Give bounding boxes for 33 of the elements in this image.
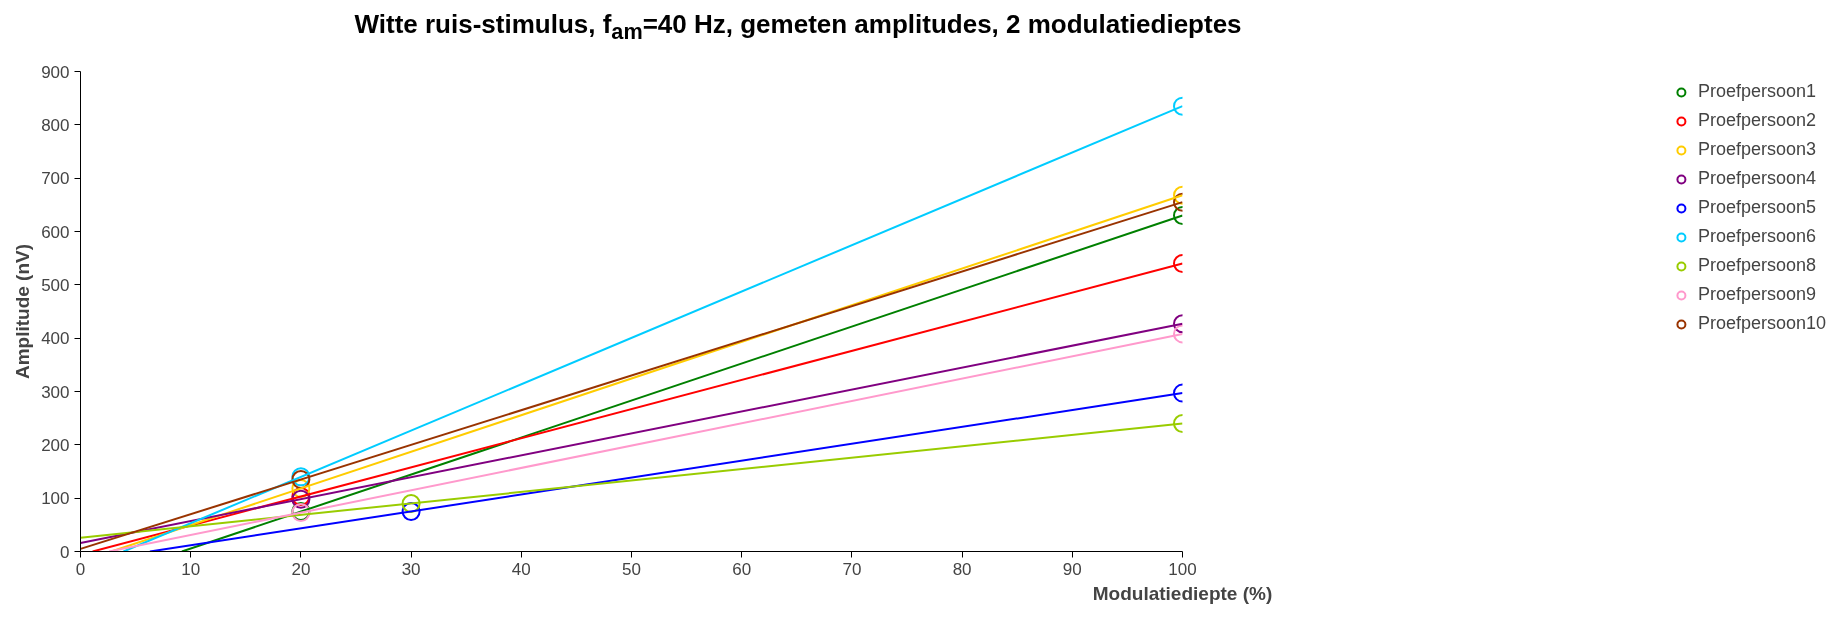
y-tick-label: 400 <box>41 329 70 349</box>
x-tick-label: 0 <box>75 559 86 579</box>
x-tick-label: 40 <box>511 559 531 579</box>
x-tick-label: 50 <box>622 559 641 579</box>
y-tick-label: 700 <box>41 169 70 189</box>
chart-title: Witte ruis-stimulus, f$_{am}$=40 Hz, gemeten amplitudes, 2 modulatiedieptes <box>354 8 1242 47</box>
x-tick-label: 20 <box>291 559 311 579</box>
y-tick-label: 300 <box>41 382 70 402</box>
y-tick-label: 900 <box>41 62 70 82</box>
x-tick-label: 70 <box>842 559 862 579</box>
legend-label: Proefpersoon8 <box>1697 255 1816 276</box>
legend-label: Proefpersoon5 <box>1697 197 1816 218</box>
legend-label: Proefpersoon2 <box>1697 110 1816 131</box>
legend-label: Proefpersoon10 <box>1697 313 1826 334</box>
x-axis-title: Modulatiediepte (%) <box>1092 582 1273 604</box>
legend-label: Proefpersoon9 <box>1697 284 1816 305</box>
x-tick-label: 60 <box>732 559 752 579</box>
y-tick-label: 800 <box>41 115 70 135</box>
y-tick-label: 0 <box>60 542 70 562</box>
legend-label: Proefpersoon1 <box>1697 81 1816 102</box>
legend-label: Proefpersoon4 <box>1697 168 1816 189</box>
y-tick-label: 200 <box>41 435 70 455</box>
x-tick-label: 100 <box>1168 559 1197 579</box>
y-axis-title: Amplitude (nV) <box>12 243 34 380</box>
y-tick-label: 500 <box>41 275 70 295</box>
x-tick-label: 30 <box>401 559 421 579</box>
legend-label: Proefpersoon3 <box>1697 139 1816 160</box>
x-tick-label: 10 <box>181 559 201 579</box>
y-tick-label: 600 <box>41 222 70 242</box>
y-tick-label: 100 <box>41 489 70 509</box>
x-tick-label: 90 <box>1062 559 1082 579</box>
legend-label: Proefpersoon6 <box>1697 226 1816 247</box>
x-tick-label: 80 <box>952 559 972 579</box>
